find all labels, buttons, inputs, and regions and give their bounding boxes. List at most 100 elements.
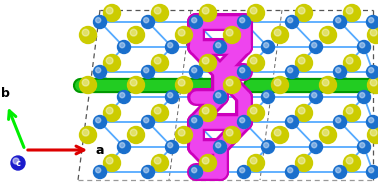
Circle shape xyxy=(152,4,169,21)
Circle shape xyxy=(298,57,305,64)
Text: c: c xyxy=(15,159,20,167)
Circle shape xyxy=(200,105,217,122)
Circle shape xyxy=(288,168,293,173)
Circle shape xyxy=(333,16,347,28)
Circle shape xyxy=(274,29,281,36)
Circle shape xyxy=(192,68,197,73)
Circle shape xyxy=(13,158,19,164)
Circle shape xyxy=(215,43,221,48)
Circle shape xyxy=(274,129,281,136)
Circle shape xyxy=(288,68,293,73)
Circle shape xyxy=(263,143,269,148)
Circle shape xyxy=(226,79,233,86)
Circle shape xyxy=(250,57,257,64)
Circle shape xyxy=(237,65,251,78)
Circle shape xyxy=(250,107,257,114)
Circle shape xyxy=(11,156,25,170)
Circle shape xyxy=(346,107,353,114)
Circle shape xyxy=(189,65,203,78)
Circle shape xyxy=(319,77,336,93)
Circle shape xyxy=(175,26,192,43)
Circle shape xyxy=(369,18,374,23)
Circle shape xyxy=(240,68,245,73)
Circle shape xyxy=(214,90,226,103)
Circle shape xyxy=(118,41,130,53)
Circle shape xyxy=(166,140,178,154)
Circle shape xyxy=(322,29,329,36)
Circle shape xyxy=(106,57,113,64)
Circle shape xyxy=(130,79,137,86)
Circle shape xyxy=(130,29,137,36)
Circle shape xyxy=(96,68,101,73)
Circle shape xyxy=(200,4,217,21)
Circle shape xyxy=(144,68,149,73)
Circle shape xyxy=(104,154,121,171)
Circle shape xyxy=(154,7,161,14)
Circle shape xyxy=(271,127,288,144)
Circle shape xyxy=(298,7,305,14)
Circle shape xyxy=(93,16,107,28)
Circle shape xyxy=(311,92,317,98)
Circle shape xyxy=(333,115,347,129)
Circle shape xyxy=(82,79,89,86)
Circle shape xyxy=(79,26,96,43)
Circle shape xyxy=(141,166,155,179)
Circle shape xyxy=(369,168,374,173)
Circle shape xyxy=(288,118,293,123)
Circle shape xyxy=(223,127,240,144)
Circle shape xyxy=(166,90,178,103)
Circle shape xyxy=(248,4,265,21)
Circle shape xyxy=(310,90,322,103)
Circle shape xyxy=(262,90,274,103)
Circle shape xyxy=(96,18,101,23)
Circle shape xyxy=(141,16,155,28)
Circle shape xyxy=(367,16,378,28)
Circle shape xyxy=(237,115,251,129)
Circle shape xyxy=(367,127,378,144)
Circle shape xyxy=(127,127,144,144)
Circle shape xyxy=(154,157,161,164)
Circle shape xyxy=(202,7,209,14)
Circle shape xyxy=(359,92,365,98)
Circle shape xyxy=(344,4,361,21)
Circle shape xyxy=(336,118,341,123)
Circle shape xyxy=(200,55,217,71)
Circle shape xyxy=(166,41,178,53)
Circle shape xyxy=(237,166,251,179)
Circle shape xyxy=(215,92,221,98)
Circle shape xyxy=(296,55,313,71)
Circle shape xyxy=(167,43,173,48)
Circle shape xyxy=(311,43,317,48)
Circle shape xyxy=(262,41,274,53)
Circle shape xyxy=(223,26,240,43)
Circle shape xyxy=(367,115,378,129)
Circle shape xyxy=(178,29,185,36)
Circle shape xyxy=(319,26,336,43)
Circle shape xyxy=(152,154,169,171)
Circle shape xyxy=(144,18,149,23)
Circle shape xyxy=(240,118,245,123)
Circle shape xyxy=(154,107,161,114)
Circle shape xyxy=(369,68,374,73)
Circle shape xyxy=(154,57,161,64)
Circle shape xyxy=(274,79,281,86)
Circle shape xyxy=(336,168,341,173)
Circle shape xyxy=(237,16,251,28)
Circle shape xyxy=(285,115,299,129)
Circle shape xyxy=(202,157,209,164)
Circle shape xyxy=(118,140,130,154)
Circle shape xyxy=(104,4,121,21)
Circle shape xyxy=(200,154,217,171)
Circle shape xyxy=(214,41,226,53)
Circle shape xyxy=(288,18,293,23)
Circle shape xyxy=(319,127,336,144)
Circle shape xyxy=(359,143,365,148)
Circle shape xyxy=(202,107,209,114)
Circle shape xyxy=(141,65,155,78)
Circle shape xyxy=(82,29,89,36)
Circle shape xyxy=(367,77,378,93)
Circle shape xyxy=(367,26,378,43)
Circle shape xyxy=(144,168,149,173)
Circle shape xyxy=(346,157,353,164)
Circle shape xyxy=(202,57,209,64)
